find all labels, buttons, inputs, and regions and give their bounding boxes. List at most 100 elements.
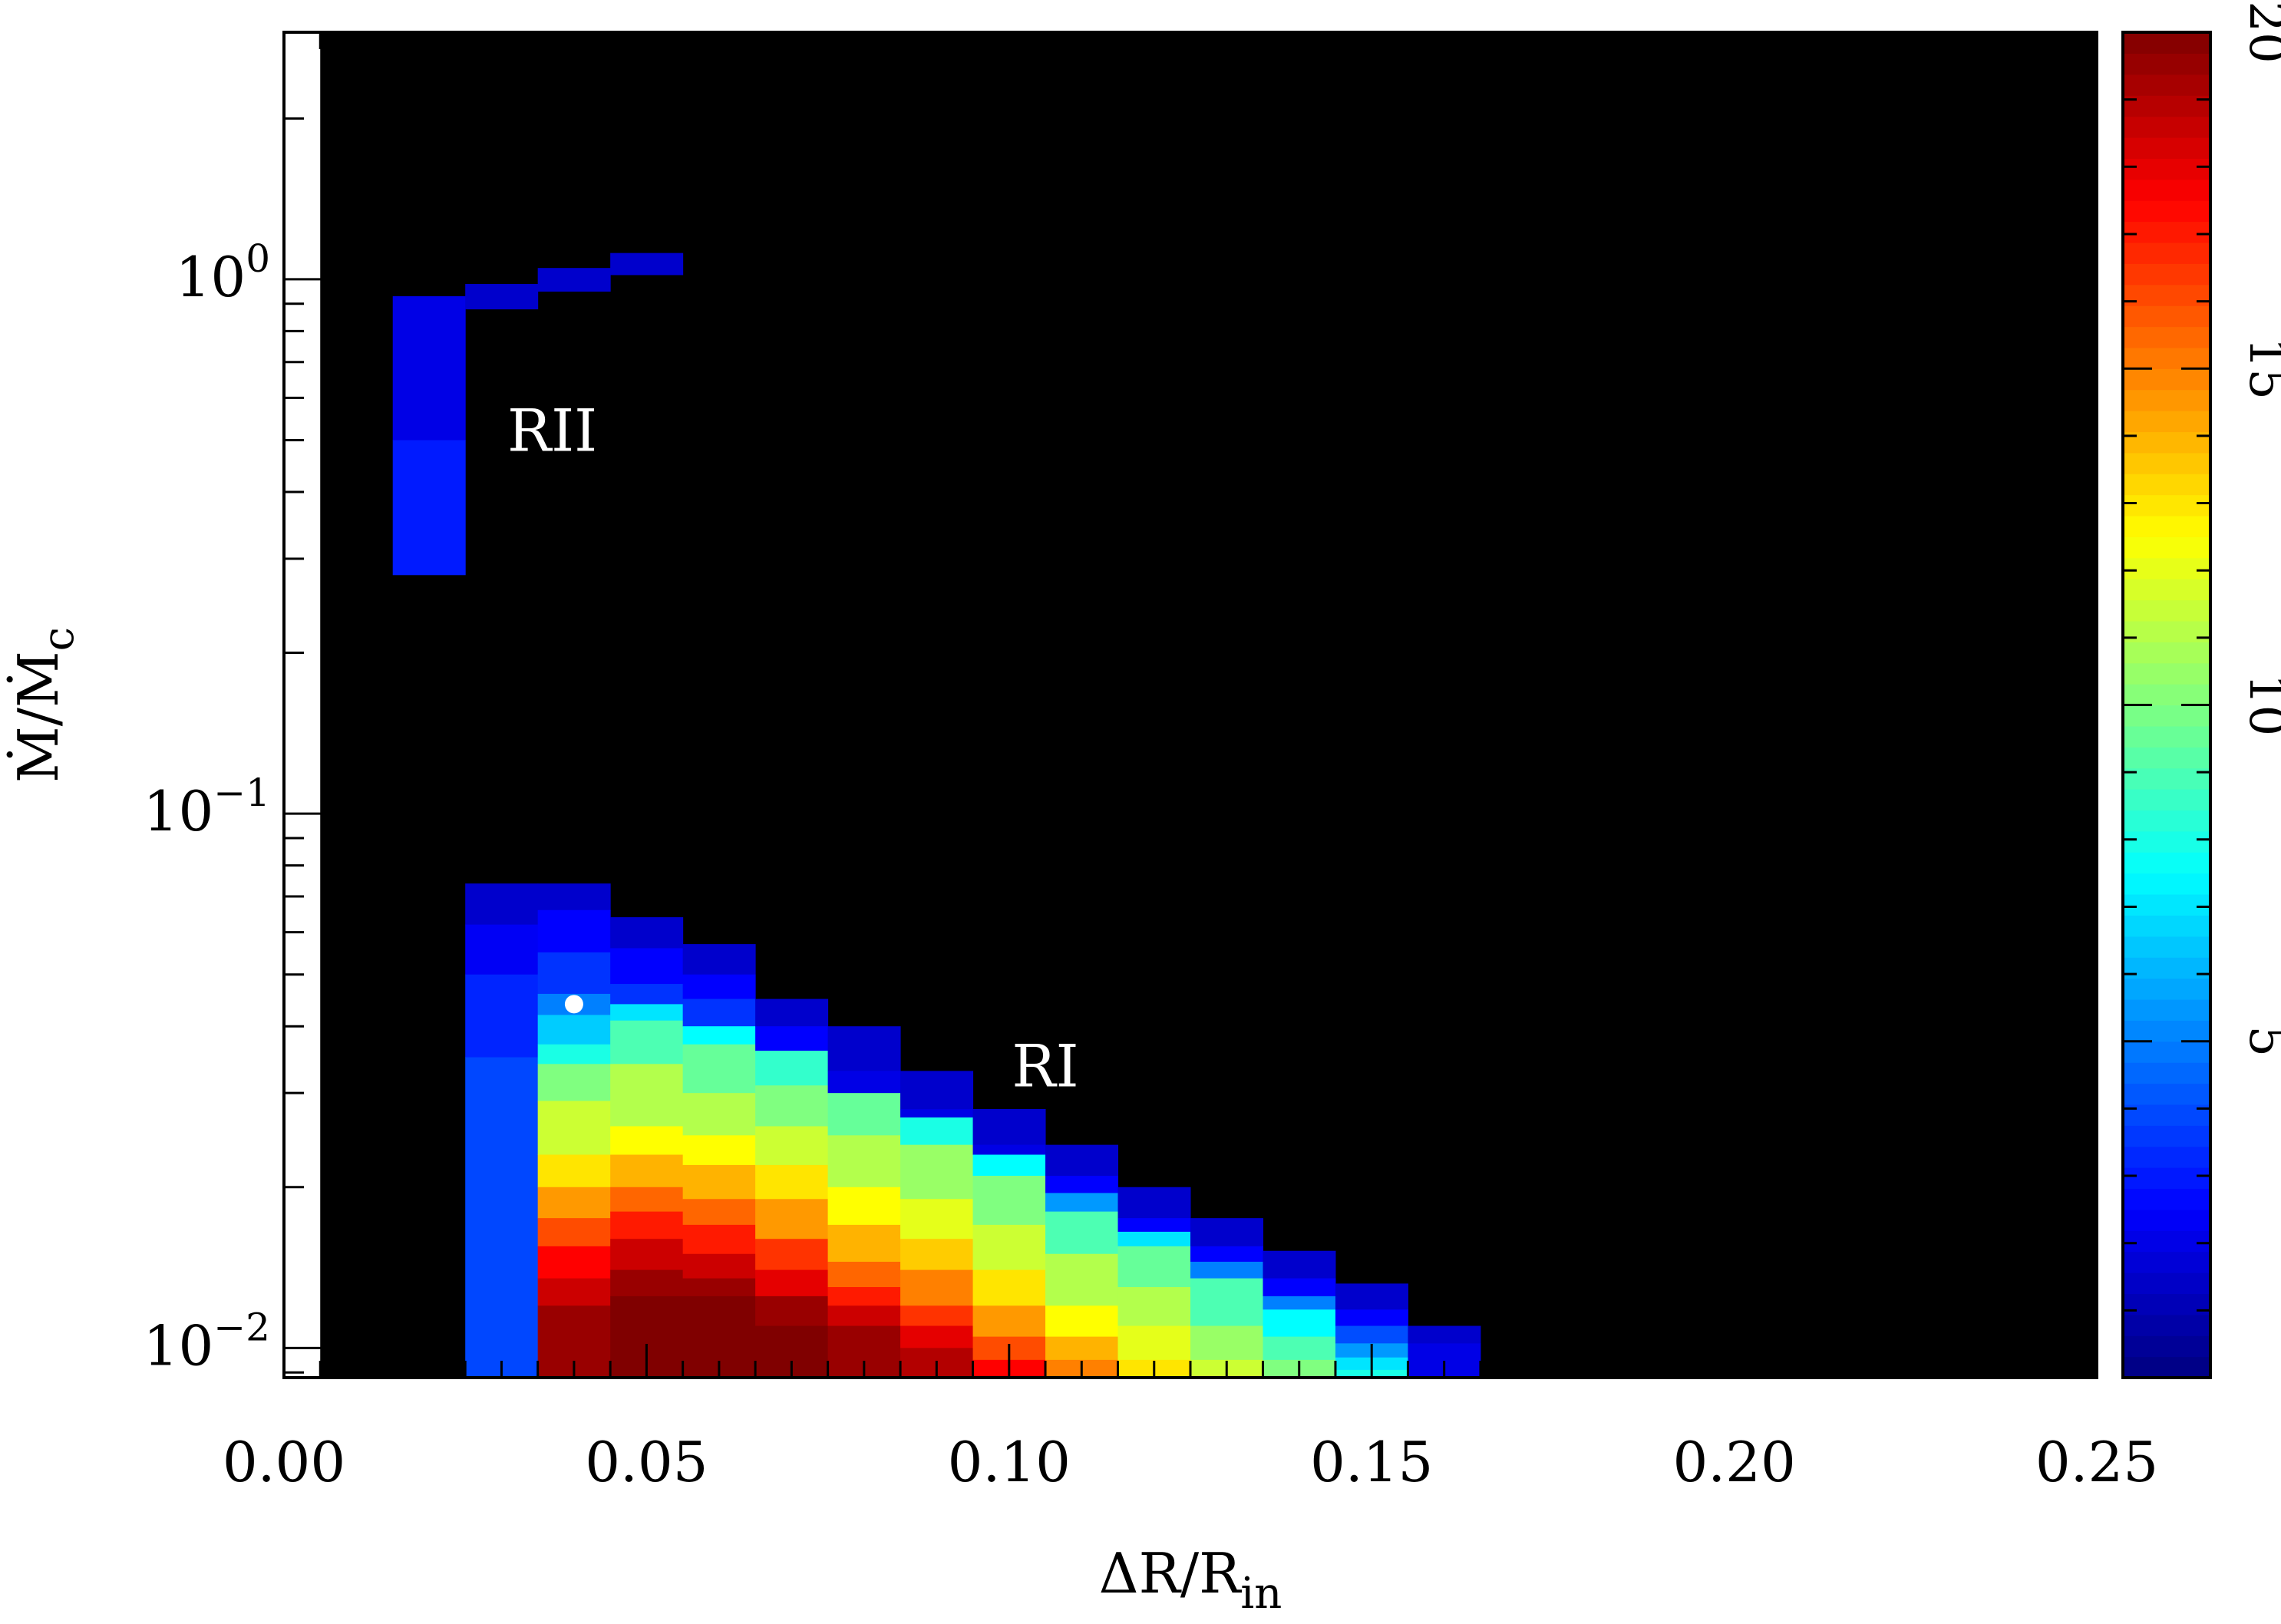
- colorbar-segment: [2123, 1146, 2210, 1168]
- heatmap-cell: [755, 1239, 829, 1271]
- colorbar-segment: [2123, 474, 2210, 496]
- heatmap-cell: [1045, 1305, 1119, 1338]
- heatmap-cell: [1190, 1246, 1263, 1263]
- heatmap-cell: [755, 998, 829, 1027]
- heatmap-cell: [537, 883, 611, 911]
- y-tick-exponent: 0: [246, 236, 270, 281]
- x-tick-label: 0.20: [1672, 1430, 1795, 1494]
- y-tick-exponent: −2: [213, 1305, 270, 1349]
- heatmap-cell: [682, 1253, 756, 1279]
- x-tick-label: 0.10: [948, 1430, 1071, 1494]
- x-tick-label: 0.15: [1310, 1430, 1433, 1494]
- heatmap-cell: [900, 1109, 974, 1118]
- colorbar-segment: [2123, 431, 2210, 454]
- heatmap-cell: [900, 1117, 974, 1146]
- heatmap-cell: [537, 268, 611, 292]
- heatmap-cell: [1335, 1283, 1408, 1310]
- heatmap-cell: [610, 1239, 684, 1271]
- heatmap-cell: [1045, 1176, 1119, 1193]
- heatmap-cell: [972, 1109, 1046, 1146]
- colorbar-segment: [2123, 200, 2210, 223]
- heatmap-cell: [755, 1026, 829, 1051]
- heatmap-cell: [610, 253, 684, 276]
- colorbar-segment: [2123, 1293, 2210, 1315]
- heatmap-cell: [755, 1126, 829, 1166]
- heatmap-cell: [900, 1325, 974, 1348]
- colorbar-segment: [2123, 1335, 2210, 1358]
- heatmap-cell: [1263, 1278, 1336, 1297]
- heatmap-cell: [537, 1064, 611, 1101]
- heatmap-cell: [755, 1199, 829, 1239]
- y-axis-label-base: Ṁ/Ṁ: [5, 651, 71, 783]
- heatmap-cell: [1045, 1193, 1119, 1213]
- colorbar-segment: [2123, 957, 2210, 979]
- colorbar-segment: [2123, 1062, 2210, 1084]
- heatmap-cell: [537, 1044, 611, 1065]
- heatmap-cell: [682, 1135, 756, 1166]
- heatmap-cell: [1263, 1250, 1336, 1279]
- colorbar-segment: [2123, 1083, 2210, 1105]
- y-tick-base: 10: [144, 1313, 214, 1378]
- colorbar-segment: [2123, 263, 2210, 286]
- colorbar-segment: [2123, 747, 2210, 769]
- heatmap-cell: [465, 883, 539, 926]
- heatmap-cell: [682, 1044, 756, 1094]
- x-axis: 0.00 0.05 0.10 0.15 0.20 0.25: [223, 32, 2158, 1494]
- heatmap-cell: [537, 1218, 611, 1247]
- colorbar-segment: [2123, 684, 2210, 706]
- x-tick-label: 0.05: [585, 1430, 708, 1494]
- heatmap-cell: [1117, 1187, 1191, 1219]
- colorbar-segment: [2123, 536, 2210, 559]
- colorbar-segment: [2123, 1020, 2210, 1042]
- heatmap-cell: [900, 1144, 974, 1200]
- heatmap-cell: [900, 1269, 974, 1306]
- heatmap-cell: [827, 1093, 901, 1136]
- colorbar-segment: [2123, 789, 2210, 811]
- heatmap-cell: [755, 1269, 829, 1297]
- heatmap-cell: [1190, 1325, 1263, 1361]
- heatmap-cell: [682, 974, 756, 1000]
- heatmap-cell: [1117, 1246, 1191, 1288]
- colorbar-tick-label: 5: [2238, 1025, 2281, 1057]
- heatmap-cell: [1045, 1144, 1119, 1177]
- heatmap-cell: [537, 1246, 611, 1279]
- colorbar-segment: [2123, 767, 2210, 790]
- heatmap-cell: [537, 1154, 611, 1188]
- colorbar-segment: [2123, 620, 2210, 642]
- heatmap-cell: [537, 1278, 611, 1306]
- colorbar-segment: [2123, 830, 2210, 853]
- heatmap-cell: [682, 1224, 756, 1255]
- colorbar-segment: [2123, 74, 2210, 96]
- heatmap-cell: [465, 284, 539, 310]
- heatmap-cell: [1408, 1325, 1481, 1344]
- annotations: RII RI: [507, 397, 1079, 1101]
- annotation-label: RI: [1012, 1032, 1078, 1100]
- colorbar-segment: [2123, 158, 2210, 180]
- y-axis-label-sub: c: [34, 627, 84, 651]
- heatmap-cell: [465, 1057, 539, 1378]
- colorbar-segment: [2123, 221, 2210, 243]
- colorbar-segment: [2123, 137, 2210, 159]
- colorbar-segment: [2123, 242, 2210, 264]
- heatmap-cell: [1263, 1296, 1336, 1310]
- colorbar: 5 10 15 20: [2121, 1, 2281, 1379]
- heatmap-cell: [1263, 1309, 1336, 1338]
- heatmap-cell: [610, 1154, 684, 1188]
- colorbar-segment: [2123, 179, 2210, 201]
- heatmap-cell: [1045, 1211, 1119, 1255]
- x-axis-label-sub: in: [1240, 1569, 1282, 1619]
- colorbar-segment: [2123, 1356, 2210, 1378]
- colorbar-segment: [2123, 95, 2210, 117]
- heatmap-cell: [900, 1305, 974, 1327]
- colorbar-segment: [2123, 326, 2210, 348]
- heatmap-cell: [610, 1126, 684, 1156]
- x-tick-label: 0.00: [223, 1430, 345, 1494]
- heatmap-cell: [537, 1015, 611, 1045]
- colorbar-segment: [2123, 936, 2210, 958]
- colorbar-segment: [2123, 873, 2210, 895]
- colorbar-segment: [2123, 347, 2210, 369]
- heatmap-cell: [610, 1004, 684, 1022]
- heatmap-cell: [1045, 1253, 1119, 1306]
